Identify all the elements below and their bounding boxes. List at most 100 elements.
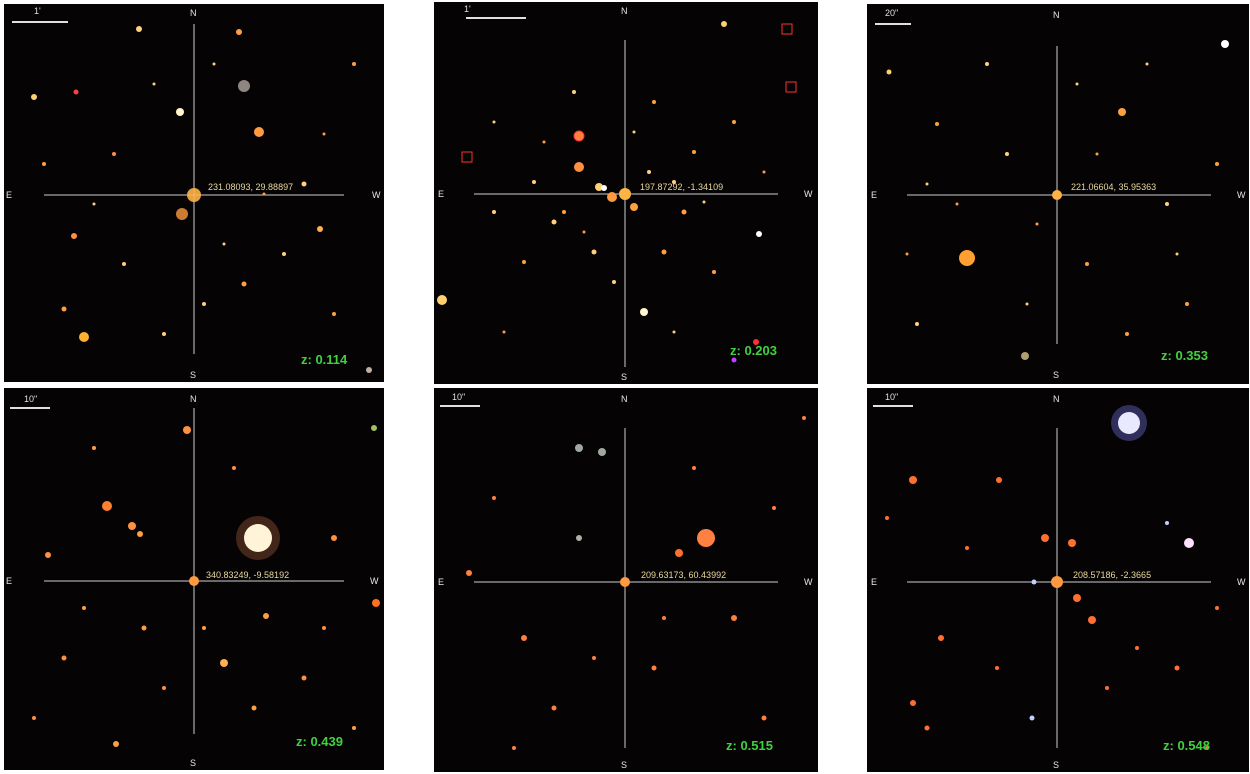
star bbox=[1068, 539, 1076, 547]
star bbox=[1051, 576, 1063, 588]
star bbox=[1185, 302, 1189, 306]
compass-north: N bbox=[621, 6, 628, 16]
star bbox=[802, 416, 806, 420]
star bbox=[92, 202, 96, 206]
compass-north: N bbox=[1053, 394, 1060, 404]
star bbox=[152, 82, 156, 86]
star bbox=[1145, 62, 1149, 66]
star bbox=[136, 26, 142, 32]
star bbox=[1035, 222, 1039, 226]
star bbox=[113, 741, 119, 747]
star bbox=[1052, 190, 1062, 200]
star bbox=[762, 170, 766, 174]
star bbox=[254, 127, 264, 137]
star bbox=[697, 529, 715, 547]
compass-south: S bbox=[190, 370, 197, 380]
star-field bbox=[10, 407, 380, 747]
target-marker bbox=[785, 81, 797, 93]
compass-west: W bbox=[804, 189, 813, 199]
star bbox=[212, 62, 216, 66]
compass-west: W bbox=[1237, 190, 1246, 200]
star bbox=[502, 330, 506, 334]
star bbox=[301, 675, 307, 681]
star bbox=[924, 725, 930, 731]
star bbox=[1085, 262, 1089, 266]
star bbox=[1041, 534, 1049, 542]
compass-west: W bbox=[370, 576, 379, 586]
coordinate-label: 208.57186, -2.3665 bbox=[1073, 570, 1152, 580]
star bbox=[732, 120, 736, 124]
star bbox=[236, 29, 242, 35]
star bbox=[959, 250, 975, 266]
compass-north: N bbox=[190, 8, 197, 18]
stars-group bbox=[466, 416, 806, 750]
star bbox=[1165, 202, 1169, 206]
star bbox=[572, 90, 576, 94]
star bbox=[437, 295, 447, 305]
star-field bbox=[440, 405, 806, 750]
star bbox=[112, 152, 116, 156]
sky-image-panel-5: 10" N S E W 209.63173, 60.43992 z: 0.515 bbox=[434, 388, 818, 772]
coordinate-label: 209.63173, 60.43992 bbox=[641, 570, 727, 580]
star bbox=[82, 606, 86, 610]
redshift-label: z: 0.114 bbox=[301, 352, 348, 367]
coordinate-label: 340.83249, -9.58192 bbox=[206, 570, 290, 580]
star bbox=[905, 252, 909, 256]
compass-north: N bbox=[190, 394, 197, 404]
star bbox=[244, 524, 272, 552]
star-field bbox=[873, 405, 1219, 750]
star bbox=[45, 552, 51, 558]
star bbox=[1174, 665, 1180, 671]
star bbox=[222, 242, 226, 246]
redshift-label: z: 0.515 bbox=[726, 738, 773, 753]
star bbox=[612, 280, 616, 284]
coordinate-label: 197.87292, -1.34109 bbox=[640, 182, 724, 192]
star bbox=[128, 522, 136, 530]
star bbox=[331, 535, 337, 541]
star bbox=[935, 122, 939, 126]
star bbox=[202, 302, 206, 306]
star bbox=[576, 535, 582, 541]
star bbox=[1095, 152, 1099, 156]
star bbox=[885, 516, 889, 520]
star bbox=[492, 496, 496, 500]
star bbox=[909, 476, 917, 484]
star bbox=[772, 506, 776, 510]
star bbox=[1205, 746, 1209, 750]
scale-bar-label: 10" bbox=[885, 392, 899, 402]
star-field bbox=[12, 21, 372, 373]
star bbox=[675, 549, 683, 557]
star bbox=[1021, 352, 1029, 360]
stars-group bbox=[437, 21, 797, 363]
star bbox=[31, 94, 37, 100]
compass-east: E bbox=[871, 190, 878, 200]
redshift-label: z: 0.203 bbox=[730, 343, 777, 358]
star bbox=[1125, 332, 1129, 336]
star bbox=[542, 140, 546, 144]
star bbox=[263, 613, 269, 619]
star bbox=[582, 230, 586, 234]
star bbox=[595, 183, 603, 191]
star bbox=[366, 367, 372, 373]
star bbox=[317, 226, 323, 232]
star bbox=[731, 357, 737, 363]
star bbox=[692, 150, 696, 154]
star bbox=[575, 444, 583, 452]
compass-east: E bbox=[6, 576, 13, 586]
star bbox=[619, 188, 631, 200]
star bbox=[251, 705, 257, 711]
star bbox=[702, 200, 706, 204]
coordinate-label: 231.08093, 29.88897 bbox=[208, 182, 294, 192]
star bbox=[492, 210, 496, 214]
star bbox=[1025, 302, 1029, 306]
star bbox=[647, 170, 651, 174]
star bbox=[1184, 538, 1194, 548]
star bbox=[551, 705, 557, 711]
target-marker bbox=[461, 151, 473, 163]
star bbox=[522, 260, 526, 264]
star bbox=[1215, 162, 1219, 166]
compass-south: S bbox=[621, 372, 628, 382]
star bbox=[640, 308, 648, 316]
star bbox=[183, 426, 191, 434]
compass-east: E bbox=[6, 190, 13, 200]
